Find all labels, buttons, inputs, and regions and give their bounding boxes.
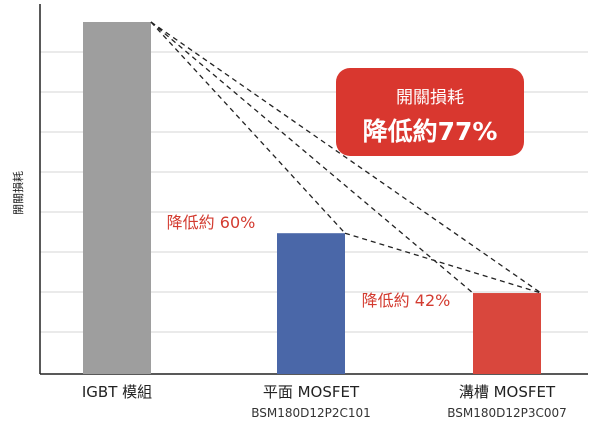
- bars: [83, 22, 541, 374]
- dashed-line-igbt-to-planar: [150, 21, 346, 234]
- callout-box: 開關損耗 降低約77%: [336, 68, 524, 156]
- bar-2: [277, 233, 345, 374]
- x-tick-labels: IGBT 模組 平面 MOSFET BSM180D12P2C101 溝槽 MOSFET…: [82, 383, 567, 420]
- reduction-annotations: 降低約 60% 降低約 42%: [167, 213, 451, 310]
- x-tick-sublabel-3: BSM180D12P3C007: [447, 406, 567, 420]
- dashed-line-igbt-to-trench: [150, 21, 474, 294]
- dashed-line-igbt-to-trench-right: [150, 21, 542, 294]
- x-tick-sublabel-2: BSM180D12P2C101: [251, 406, 371, 420]
- callout-value: 降低約77%: [363, 117, 498, 146]
- reduction-annotation-1: 降低約 60%: [167, 213, 256, 232]
- bar-3: [473, 293, 541, 374]
- x-tick-label-3: 溝槽 MOSFET: [459, 383, 556, 401]
- x-tick-label-2: 平面 MOSFET: [263, 383, 360, 401]
- bar-1: [83, 22, 151, 374]
- callout-background: [336, 68, 524, 156]
- reduction-dashed-lines: [150, 21, 542, 294]
- dashed-line-planar-to-trench: [344, 232, 542, 294]
- x-tick-label-1: IGBT 模組: [82, 383, 152, 401]
- callout-title: 開關損耗: [396, 88, 464, 108]
- y-axis-label: 開關損耗: [11, 171, 25, 215]
- reduction-annotation-2: 降低約 42%: [362, 291, 451, 310]
